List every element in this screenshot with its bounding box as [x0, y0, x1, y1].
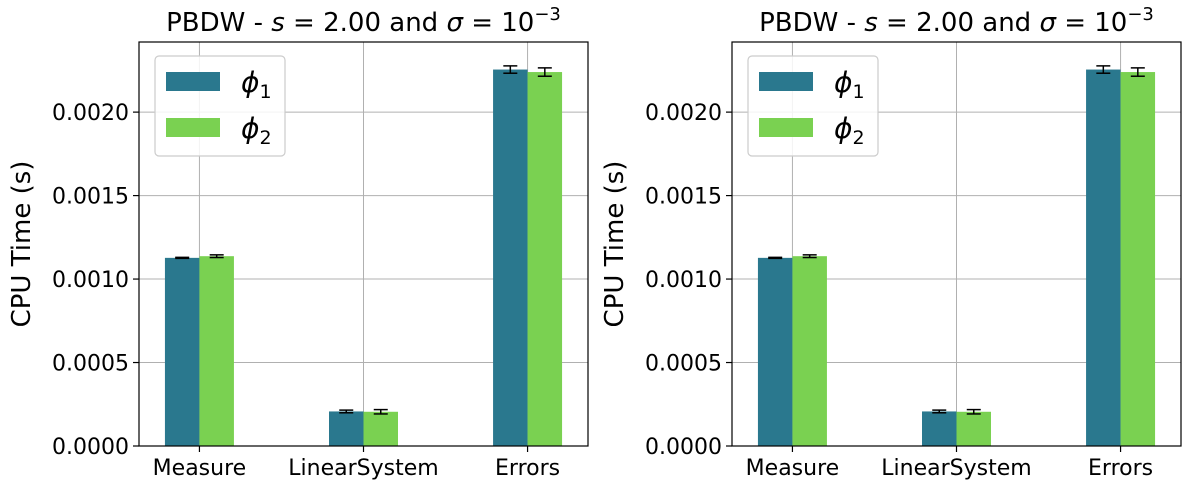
- error-bar: [537, 67, 552, 77]
- bar-series-2-measure: [199, 256, 234, 446]
- error-bar: [802, 254, 817, 259]
- y-tick-label: 0.0000: [645, 435, 722, 460]
- bar-series-2-measure: [792, 256, 827, 446]
- y-tick-label: 0.0010: [52, 268, 129, 293]
- x-tick-label: Measure: [746, 456, 840, 481]
- legend-swatch-1: [166, 72, 220, 91]
- error-bar: [175, 256, 190, 260]
- error-bar: [966, 408, 981, 415]
- bar-series-1-linearsystem: [922, 411, 957, 446]
- bar-series-1-errors: [1086, 69, 1121, 446]
- y-tick-label: 0.0020: [52, 101, 129, 126]
- legend-label-1: ϕ1: [834, 66, 865, 103]
- error-bar: [339, 409, 354, 414]
- error-bar: [1096, 65, 1111, 74]
- bar-series-1-errors: [493, 69, 528, 446]
- legend-swatch-2: [166, 118, 220, 137]
- bar-series-2-linearsystem: [956, 411, 991, 446]
- chart-title: PBDW - s = 2.00 and σ = 10−3: [166, 4, 561, 38]
- legend-label-1: ϕ1: [241, 66, 272, 103]
- y-tick-label: 0.0005: [52, 352, 129, 377]
- y-axis-label: CPU Time (s): [600, 161, 630, 328]
- chart-panel-1: 0.0000 0.0005 0.0010 0.0015 0.0020 Measure Lin…: [7, 4, 589, 481]
- x-tick-label: LinearSystem: [881, 456, 1031, 481]
- y-tick-label: 0.0005: [645, 352, 722, 377]
- bar-series-1-linearsystem: [329, 411, 364, 446]
- x-tick-label: Measure: [153, 456, 247, 481]
- x-tick-label: Errors: [1088, 456, 1153, 481]
- bar-series-2-linearsystem: [363, 411, 398, 446]
- y-tick-label: 0.0000: [52, 435, 129, 460]
- error-bar: [209, 254, 224, 259]
- bar-series-1-measure: [164, 257, 200, 446]
- legend-label-2: ϕ2: [241, 112, 272, 149]
- x-tick-label: Errors: [495, 456, 560, 481]
- legend-swatch-1: [759, 72, 813, 91]
- y-axis-label: CPU Time (s): [7, 161, 37, 328]
- error-bar: [768, 256, 783, 260]
- y-tick-label: 0.0015: [52, 185, 129, 210]
- y-tick-label: 0.0020: [645, 101, 722, 126]
- error-bar: [932, 409, 947, 414]
- error-bar: [1130, 67, 1145, 77]
- x-tick-label: LinearSystem: [288, 456, 438, 481]
- chart-title: PBDW - s = 2.00 and σ = 10−3: [759, 4, 1154, 38]
- legend-label-2: ϕ2: [834, 112, 865, 149]
- bar-series-1-measure: [757, 257, 793, 446]
- legend-swatch-2: [759, 118, 813, 137]
- bar-series-2-errors: [527, 72, 563, 446]
- chart-panel-2: 0.0000 0.0005 0.0010 0.0015 0.0020 Measure Lin…: [600, 4, 1182, 481]
- error-bar: [373, 408, 388, 415]
- y-tick-label: 0.0015: [645, 185, 722, 210]
- bar-series-2-errors: [1120, 72, 1156, 446]
- y-tick-label: 0.0010: [645, 268, 722, 293]
- error-bar: [503, 65, 518, 74]
